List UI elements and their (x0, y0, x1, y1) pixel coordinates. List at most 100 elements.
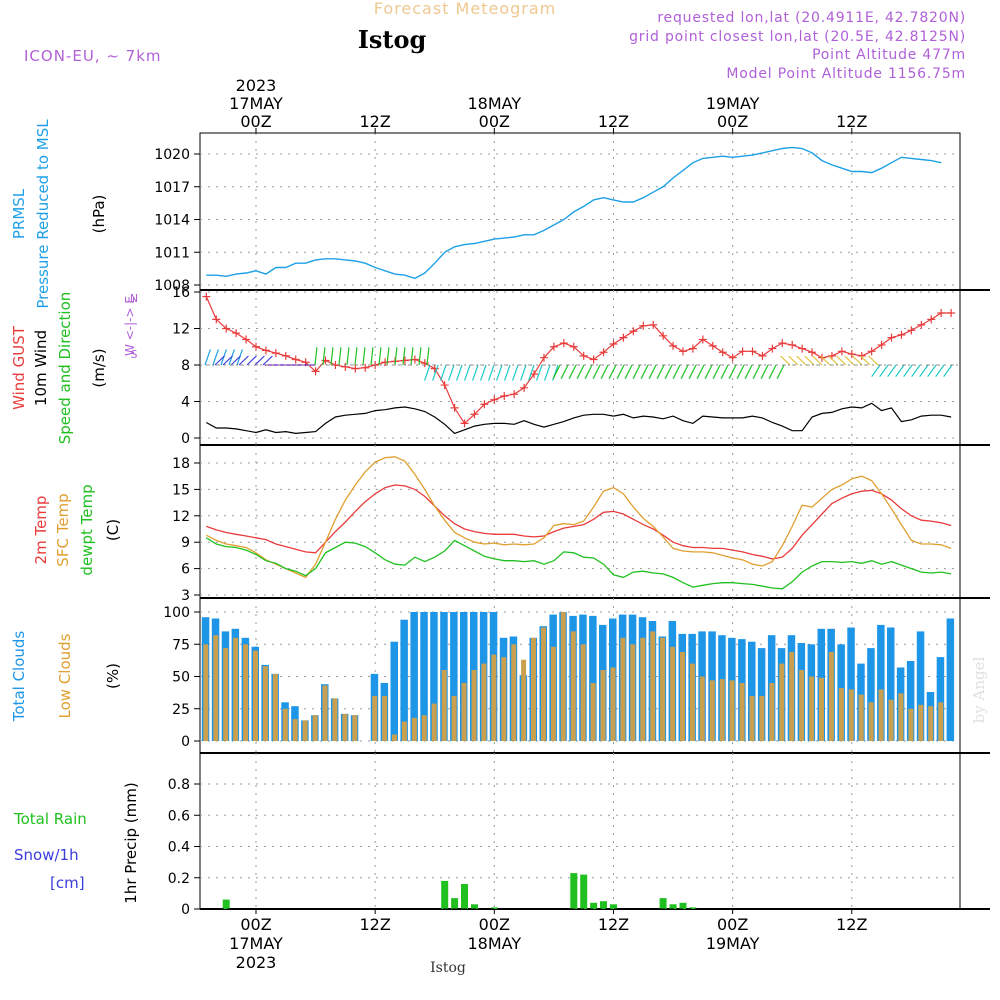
total-cloud-bar (877, 624, 885, 741)
low-cloud-bar (729, 680, 735, 741)
gust-marker (708, 341, 717, 350)
low-cloud-bar (858, 694, 864, 741)
total-cloud-bar (430, 612, 438, 741)
wind-arrow (432, 364, 439, 381)
y-tick-label: 16 (172, 285, 190, 301)
low-cloud-bar (372, 695, 378, 741)
gust-marker (768, 344, 777, 353)
wind-arrow (788, 355, 799, 366)
wind-arrow (362, 347, 366, 366)
y-tick-label: 25 (172, 702, 190, 718)
panel-frame (199, 752, 961, 910)
wind-arrow (640, 364, 649, 380)
gust-marker (778, 339, 787, 348)
rain-label: Total Rain (13, 810, 87, 828)
x-label-bottom: 12Z (836, 915, 867, 934)
low-cloud-bar (620, 637, 626, 741)
wind-arrow (616, 364, 625, 380)
gust-marker (410, 355, 419, 364)
wind-arrow (736, 364, 745, 380)
gust-marker (669, 341, 678, 350)
wind-arrow (624, 364, 633, 380)
low-cloud-bar (223, 648, 229, 741)
y-tick-label: 0.6 (168, 808, 190, 824)
rain-bar (580, 874, 588, 909)
low-cloud-bar (441, 670, 447, 741)
gust-marker (490, 395, 499, 404)
footer-station: Istog (430, 960, 466, 976)
gust-marker (857, 351, 866, 360)
wind-arrow (656, 364, 665, 380)
total-cloud-bar (936, 657, 945, 741)
x-label-top: 18MAY (467, 94, 521, 113)
low-cloud-bar (709, 680, 715, 741)
wind-arrow (238, 355, 249, 366)
cloud-labels: Total Clouds Low Clouds (%) (10, 631, 122, 723)
t2m-label: 2m Temp (32, 496, 50, 565)
temp-unit: (C) (104, 519, 122, 541)
wind-labels: Wind GUST 10m Wind Speed and Direction (… (10, 292, 137, 445)
low-cloud-bar (809, 676, 815, 741)
low-cloud-bar (531, 637, 536, 741)
low-cloud-bar (253, 650, 258, 741)
dewpoint-line (205, 537, 952, 590)
low-cloud-bar (382, 695, 388, 741)
low-cloud-bar (421, 715, 427, 741)
wind-arrow (480, 364, 487, 381)
low-cloud-bar (550, 646, 556, 741)
wind-arrow (804, 355, 815, 366)
gust-marker (311, 367, 320, 376)
wind-label: 10m Wind (32, 330, 50, 406)
low-cloud-bar (908, 708, 914, 742)
gust-label: Wind GUST (10, 325, 28, 410)
y-tick-label: 1020 (154, 147, 190, 163)
total-clouds-label: Total Clouds (10, 631, 28, 723)
gust-marker (539, 353, 548, 362)
panel-frame (199, 289, 961, 446)
gust-marker (788, 340, 797, 349)
low-cloud-bar (759, 695, 765, 741)
gust-marker (510, 390, 519, 399)
wind-arrow (330, 347, 334, 366)
gust-marker (907, 326, 916, 335)
low-cloud-bar (918, 704, 924, 741)
low-cloud-bar (322, 685, 328, 741)
low-cloud-bar (650, 631, 656, 741)
wind-arrow (504, 364, 511, 381)
gust-marker (837, 347, 846, 356)
low-cloud-bar (521, 659, 527, 741)
low-cloud-bar (302, 720, 308, 741)
low-cloud-bar (292, 719, 298, 741)
sfc-label: SFC Temp (54, 493, 72, 566)
y-tick-label: 0 (181, 902, 190, 918)
low-cloud-bar (739, 683, 745, 741)
x-label-top: 19MAY (706, 94, 760, 113)
wind-arrow (464, 364, 471, 381)
total-cloud-bar (589, 615, 597, 741)
wind-arrow (680, 364, 689, 380)
wind-arrow (744, 364, 753, 380)
wind-arrow (448, 364, 455, 381)
low-cloud-bar (342, 713, 348, 741)
total-cloud-bar (400, 619, 408, 741)
wind-arrow (752, 364, 761, 380)
info-line-4: Model Point Altitude 1156.75m (726, 66, 966, 82)
rain-bar (471, 904, 478, 909)
gust-marker (242, 335, 251, 344)
y-tick-label: 1008 (154, 278, 190, 294)
wind-arrow (338, 347, 342, 366)
info-line-1: requested lon,lat (20.4911E, 42.7820N) (657, 10, 966, 26)
gust-marker (718, 348, 727, 357)
gust-marker (222, 324, 231, 333)
wind-arrow (919, 364, 929, 377)
total-cloud-bar (867, 648, 875, 741)
low-cloud-bar (680, 652, 685, 741)
rain-bar (441, 880, 449, 909)
low-cloud-bar (501, 657, 507, 741)
x-label-bottom: 00Z (479, 915, 510, 934)
compass-north: N (130, 292, 138, 305)
low-cloud-bar (541, 627, 546, 741)
gust-marker (450, 403, 459, 412)
y-tick-label: 75 (172, 637, 190, 653)
wind-arrow (648, 364, 657, 380)
